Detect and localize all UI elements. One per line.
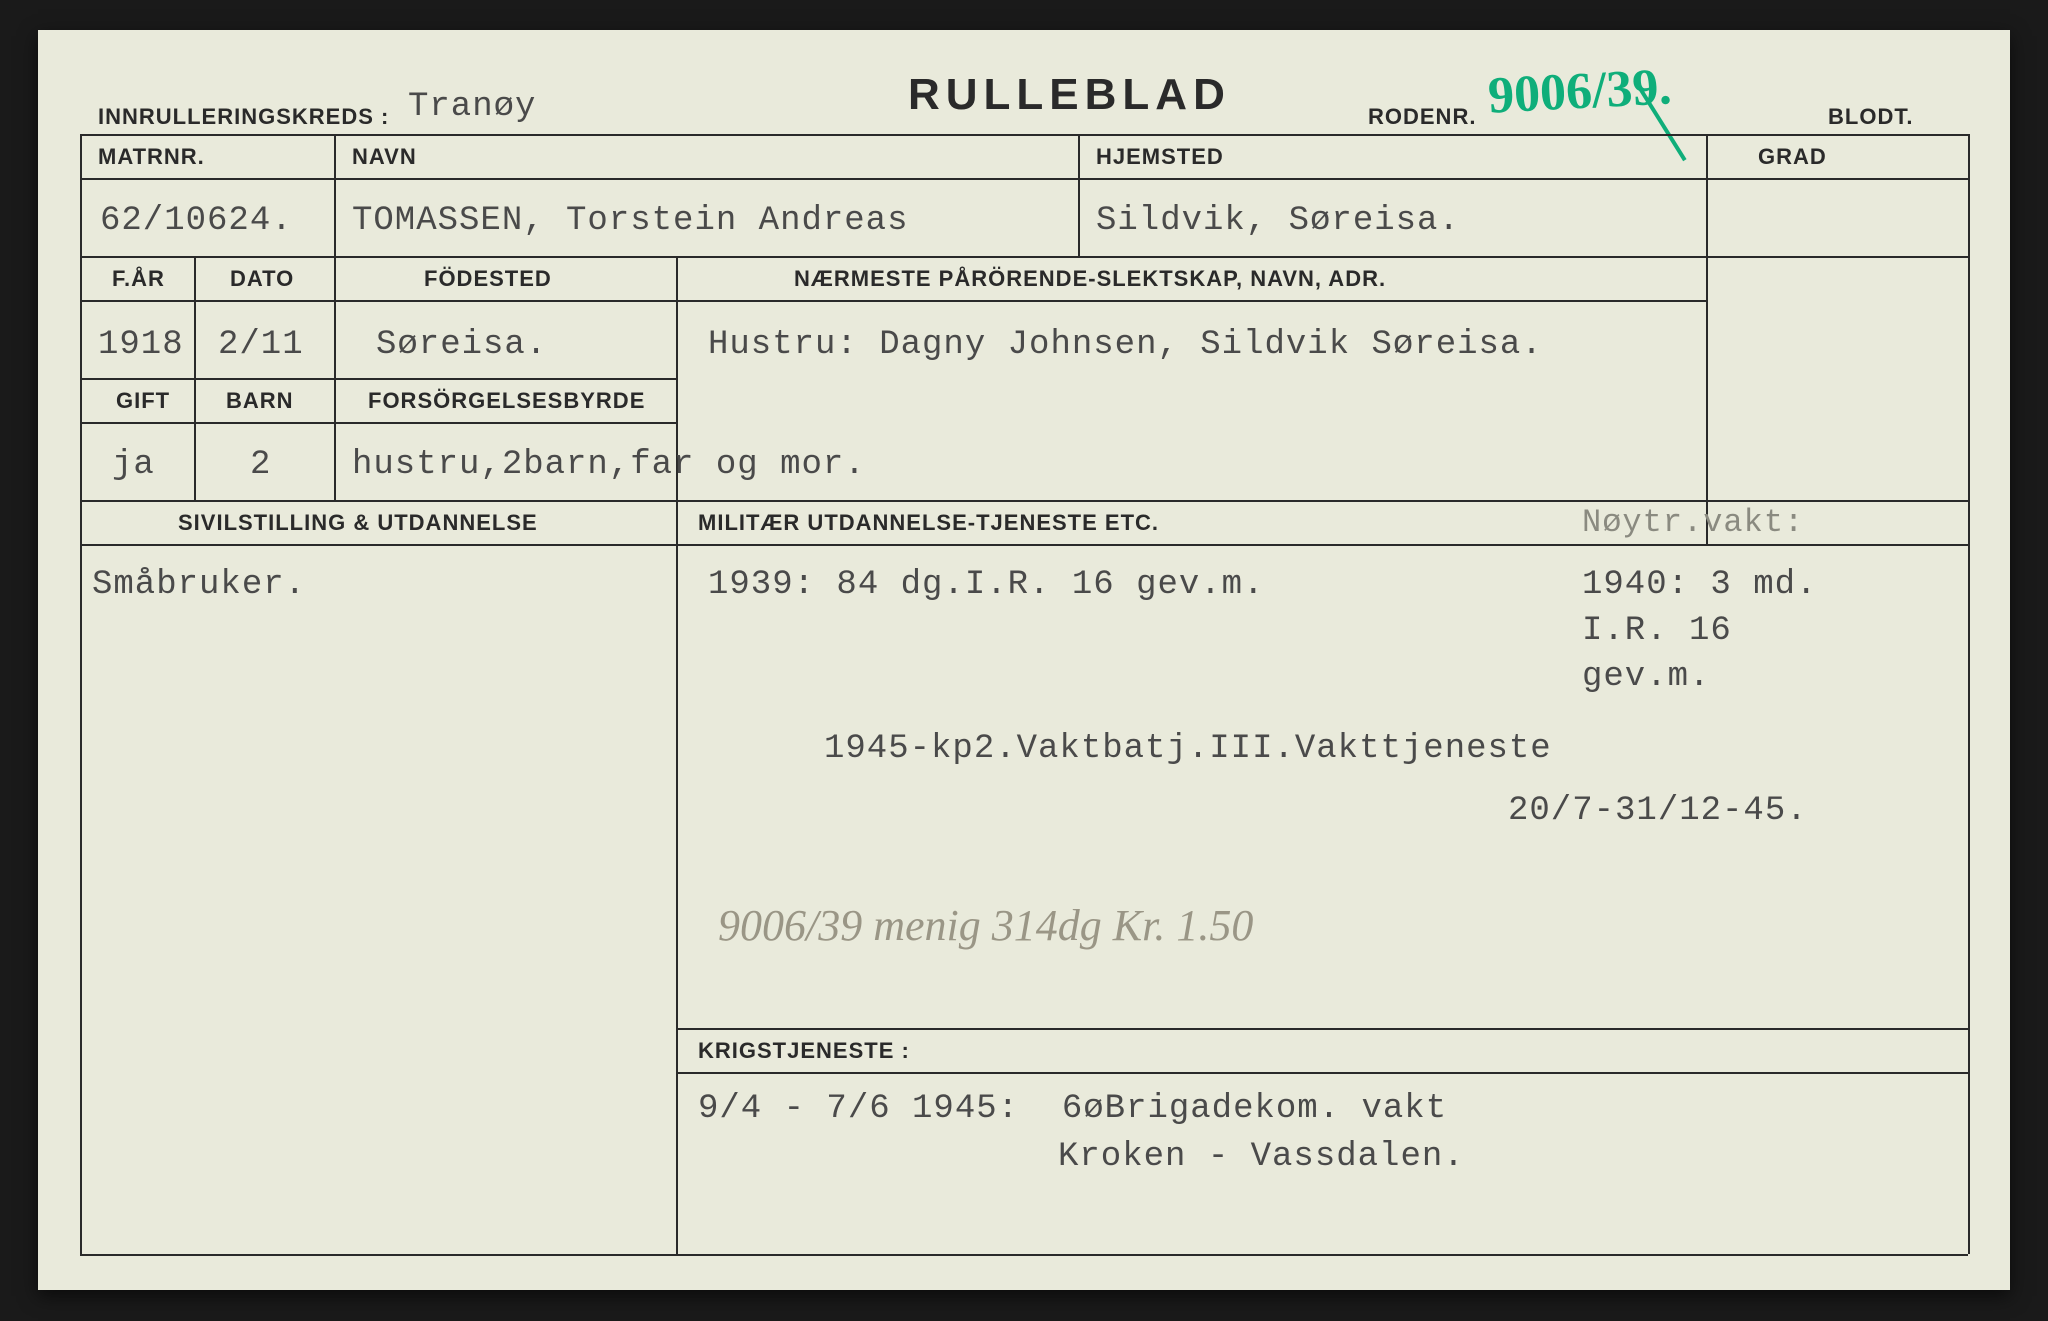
paror-value: Hustru: Dagny Johnsen, Sildvik Søreisa. xyxy=(708,326,1543,364)
milit-label: MILITÆR UTDANNELSE-TJENESTE ETC. xyxy=(698,510,1159,536)
hline xyxy=(676,1072,1968,1074)
innrulleringskreds-value: Tranøy xyxy=(408,88,536,126)
navn-value: TOMASSEN, Torstein Andreas xyxy=(352,202,909,240)
vline xyxy=(676,256,678,1254)
fodested-label: FÖDESTED xyxy=(424,266,552,292)
hjemsted-label: HJEMSTED xyxy=(1096,144,1224,170)
matrnr-label: MATRNR. xyxy=(98,144,205,170)
noytr-line3: gev.m. xyxy=(1582,658,1710,696)
hline xyxy=(80,1254,1968,1256)
fors-value: hustru,2barn,far og mor. xyxy=(352,446,866,484)
hline xyxy=(80,256,1968,258)
noytr-line2: I.R. 16 xyxy=(1582,612,1732,650)
noytr-line1: 1940: 3 md. xyxy=(1582,566,1817,604)
noytr-label: Nøytr.vakt: xyxy=(1582,504,1804,541)
hline xyxy=(80,500,1968,502)
barn-label: BARN xyxy=(226,388,294,414)
vline xyxy=(1706,134,1708,544)
grad-label: GRAD xyxy=(1758,144,1827,170)
hjemsted-value: Sildvik, Søreisa. xyxy=(1096,202,1460,240)
barn-value: 2 xyxy=(250,446,271,484)
blodt-label: BLODT. xyxy=(1828,104,1913,130)
dato-value: 2/11 xyxy=(218,326,304,364)
pencil-note: 9006/39 menig 314dg Kr. 1.50 xyxy=(718,900,1253,951)
krig-line2: Kroken - Vassdalen. xyxy=(1058,1138,1465,1176)
dato-label: DATO xyxy=(230,266,294,292)
hline xyxy=(676,1028,1968,1030)
gift-label: GIFT xyxy=(116,388,170,414)
krig-line1: 9/4 - 7/6 1945: 6øBrigadekom. vakt xyxy=(698,1090,1447,1128)
vline xyxy=(334,134,336,256)
far-value: 1918 xyxy=(98,326,184,364)
hline xyxy=(80,378,676,380)
record-card: RULLEBLAD INNRULLERINGSKREDS : Tranøy RO… xyxy=(38,30,2010,1290)
milit-line1: 1939: 84 dg.I.R. 16 gev.m. xyxy=(708,566,1265,604)
paror-label: NÆRMESTE PÅRÖRENDE-SLEKTSKAP, NAVN, ADR. xyxy=(794,266,1386,292)
navn-label: NAVN xyxy=(352,144,417,170)
fodested-value: Søreisa. xyxy=(376,326,547,364)
sivil-label: SIVILSTILLING & UTDANNELSE xyxy=(178,510,538,536)
far-label: F.ÅR xyxy=(112,266,165,292)
matrnr-value: 62/10624. xyxy=(100,202,293,240)
gift-value: ja xyxy=(112,446,155,484)
rodenr-label: RODENR. xyxy=(1368,104,1476,130)
vline xyxy=(80,134,82,1254)
sivil-value: Småbruker. xyxy=(92,566,306,604)
vline xyxy=(334,256,336,500)
krig-label: KRIGSTJENESTE : xyxy=(698,1038,910,1064)
hline xyxy=(80,300,1708,302)
milit-line3: 20/7-31/12-45. xyxy=(1508,792,1808,830)
milit-line2: 1945-kp2.Vaktbatj.III.Vakttjeneste xyxy=(824,730,1552,768)
hline xyxy=(80,178,1968,180)
title: RULLEBLAD xyxy=(908,70,1231,120)
vline xyxy=(1078,134,1080,256)
hline xyxy=(80,422,676,424)
innrulleringskreds-label: INNRULLERINGSKREDS : xyxy=(98,104,389,130)
hline xyxy=(80,544,1968,546)
hline xyxy=(80,134,1968,136)
vline xyxy=(194,256,196,500)
fors-label: FORSÖRGELSESBYRDE xyxy=(368,388,645,414)
vline xyxy=(1968,134,1970,1254)
